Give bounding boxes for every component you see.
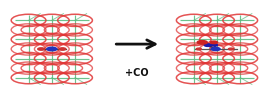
Circle shape <box>212 44 218 46</box>
Circle shape <box>228 48 234 50</box>
Circle shape <box>59 48 66 50</box>
Text: +CO: +CO <box>125 69 149 78</box>
Circle shape <box>197 41 207 44</box>
Circle shape <box>210 41 218 44</box>
Circle shape <box>38 48 45 50</box>
Circle shape <box>47 47 57 51</box>
Circle shape <box>211 47 220 51</box>
Circle shape <box>196 48 201 50</box>
Circle shape <box>204 44 211 46</box>
